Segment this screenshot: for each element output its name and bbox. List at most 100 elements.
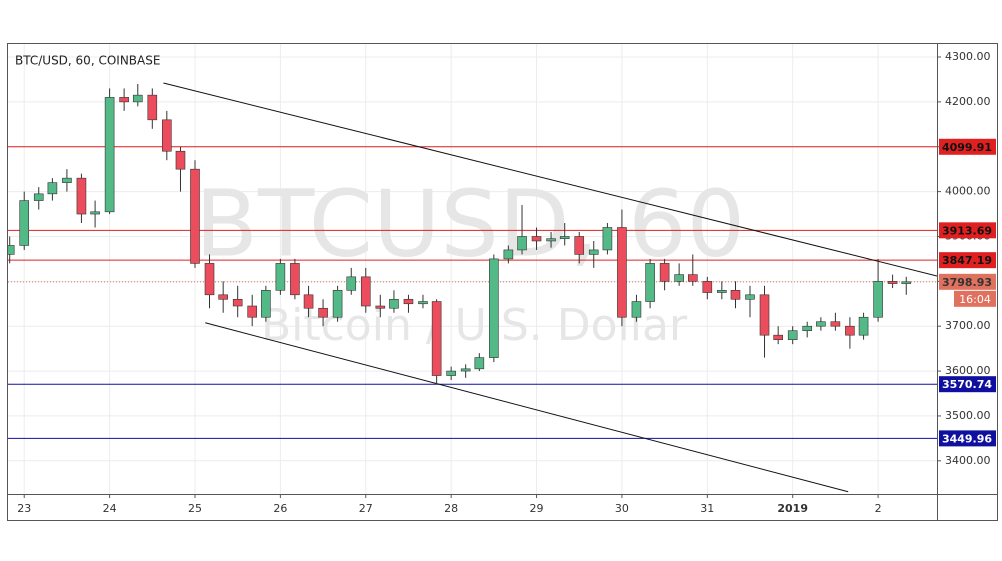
x-tick-label: 31 (700, 502, 714, 515)
candle-body (431, 301, 442, 376)
candle-body (290, 263, 300, 296)
price-label-box (939, 273, 996, 290)
candle-body (816, 321, 826, 327)
candle-body (546, 238, 556, 242)
x-tick-label: 25 (188, 502, 202, 515)
candle-body (132, 94, 143, 103)
trend-line (205, 322, 849, 493)
candle-body (47, 182, 58, 195)
candle-body (375, 305, 386, 309)
x-tick-label: 29 (530, 502, 544, 515)
candle-body (602, 227, 613, 251)
candle-body (33, 193, 44, 201)
candle-body (303, 294, 314, 309)
candle-body (119, 97, 129, 103)
candle-body (631, 301, 642, 318)
x-tick-label: 30 (615, 502, 629, 515)
x-tick-label: 23 (17, 502, 31, 515)
candle-body (503, 249, 514, 260)
candle-body (389, 298, 399, 309)
candle-body (90, 211, 100, 215)
candle-body (204, 263, 215, 296)
candle-body (745, 294, 755, 300)
candle-body (574, 236, 585, 255)
candle-body (759, 294, 770, 336)
y-tick-label: 3600.00 (945, 364, 991, 377)
candle-body (175, 150, 186, 170)
price-label: 3847.19 (942, 254, 992, 267)
price-label: 3449.96 (942, 432, 992, 445)
plot (8, 82, 937, 493)
countdown: 16:04 (959, 293, 991, 306)
candle-body (8, 245, 15, 255)
x-tick-label: 26 (273, 502, 287, 515)
candle-body (659, 263, 670, 282)
candle-body (717, 290, 727, 293)
price-label-box (939, 138, 996, 155)
frame (7, 43, 998, 521)
candle-body (403, 298, 414, 305)
y-tick-label: 4200.00 (945, 95, 991, 108)
candle-body (474, 357, 485, 370)
price-label-box (939, 376, 996, 393)
y-tick-label: 4000.00 (945, 185, 991, 198)
price-label: 3913.69 (942, 224, 992, 237)
candle-body (802, 325, 813, 331)
candle-body (62, 177, 72, 183)
candle-body (19, 200, 30, 246)
candle-body (162, 119, 172, 152)
y-tick-label: 3400.00 (945, 454, 991, 467)
candle-body (531, 236, 542, 242)
candle-body (418, 301, 428, 305)
candle-body (559, 236, 570, 240)
candle-body (773, 334, 783, 340)
price-label: 3570.74 (942, 378, 992, 391)
trend-line (163, 82, 937, 277)
candle-body (332, 290, 343, 318)
y-tick-label: 4300.00 (945, 50, 991, 63)
candle-body (104, 97, 115, 213)
x-tick-label: 27 (359, 502, 373, 515)
candle-body (247, 305, 258, 318)
candle-body (858, 316, 869, 336)
candle-body (261, 290, 271, 318)
candle-body (460, 368, 471, 372)
x-tick-label: 2019 (777, 502, 808, 515)
candle-body (730, 290, 741, 300)
candle-body (845, 325, 855, 336)
candle-body (489, 258, 499, 358)
candle-body (275, 263, 286, 291)
candle-body (702, 281, 713, 293)
candle-body (687, 274, 698, 282)
y-tick-label: 3700.00 (945, 319, 991, 332)
x-tick-label: 2 (875, 502, 882, 515)
candle-body (446, 370, 456, 376)
x-tick-label: 28 (444, 502, 458, 515)
candle-body (617, 227, 627, 318)
price-label-box (939, 430, 996, 447)
candle-body (360, 276, 371, 307)
axes: 3400.003500.003600.003700.003800.003900.… (17, 50, 996, 515)
price-label: 4099.91 (942, 141, 992, 154)
candle-body (232, 298, 243, 307)
watermark: BTCUSD, 60 (195, 170, 745, 277)
candle-body (887, 281, 898, 284)
chart-title: BTC/USD, 60, COINBASE (15, 54, 160, 68)
countdown-box (954, 290, 996, 307)
candle-body (873, 281, 883, 318)
price-label-box (939, 252, 996, 269)
price-label: 3798.93 (942, 276, 992, 289)
candle-body (588, 249, 599, 255)
candle-body (346, 276, 357, 291)
price-label-box (939, 222, 996, 239)
candle-body (76, 177, 87, 215)
candle-body (830, 321, 841, 327)
watermark-subtitle: Bitcoin / U.S. Dollar (261, 300, 688, 351)
candle-body (318, 307, 328, 318)
candle-body (517, 236, 527, 251)
candle-body (645, 263, 655, 302)
candle-body (901, 281, 912, 284)
candle-body (674, 274, 684, 282)
